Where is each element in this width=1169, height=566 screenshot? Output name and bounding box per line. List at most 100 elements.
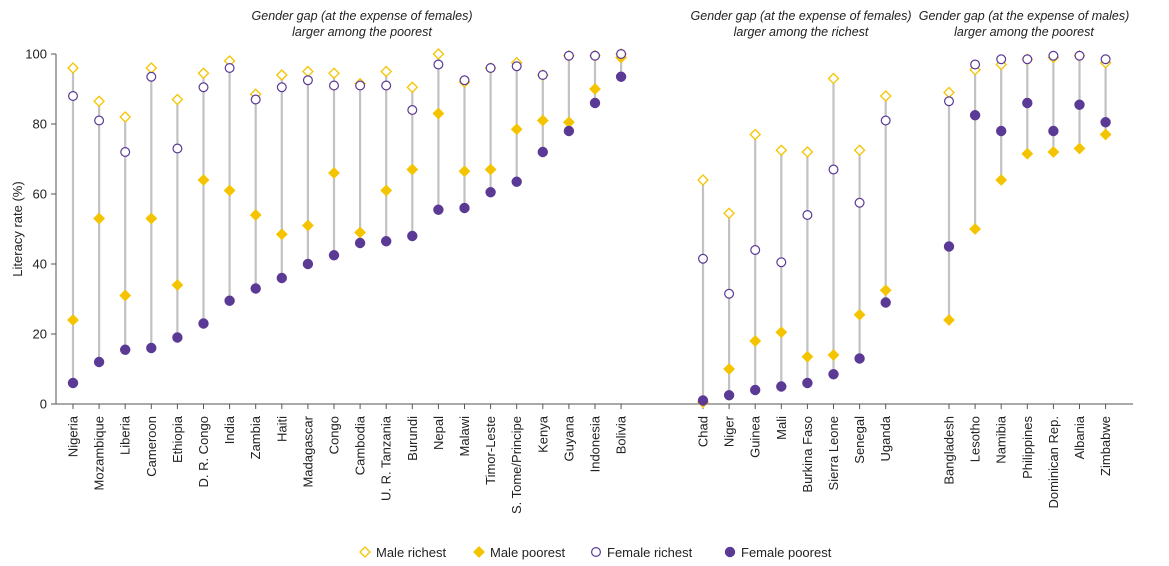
point-male-richest: [119, 111, 132, 123]
point-female-poorest: [776, 381, 787, 392]
point-male-poorest: [197, 174, 210, 186]
group-note-line: Gender gap (at the expense of females): [252, 9, 473, 23]
point-female-richest: [355, 80, 366, 91]
point-female-richest: [996, 54, 1007, 65]
point-female-richest: [120, 147, 131, 158]
point-male-poorest: [458, 165, 471, 178]
group-note-line: Gender gap (at the expense of females): [691, 9, 912, 23]
country-label: Nigeria: [66, 415, 81, 457]
point-female-richest: [563, 50, 574, 61]
y-tick-label: 40: [33, 257, 47, 272]
y-tick-label: 60: [33, 187, 47, 202]
group-note-line: larger among the richest: [734, 25, 869, 39]
point-female-poorest: [723, 390, 735, 401]
range-lines: [71, 54, 1107, 403]
point-male-poorest: [827, 349, 840, 361]
country-label: Kenya: [535, 415, 550, 453]
point-female-poorest: [750, 384, 761, 396]
point-male-richest: [723, 207, 736, 220]
point-male-poorest: [145, 212, 158, 225]
point-male-richest: [432, 48, 445, 60]
country-label: Nepal: [431, 416, 446, 450]
group-note-line: Gender gap (at the expense of males): [919, 9, 1130, 23]
country-label: Liberia: [118, 415, 133, 455]
point-male-richest: [853, 144, 866, 157]
point-male-poorest: [380, 184, 393, 197]
country-label: Philippines: [1020, 416, 1035, 479]
point-male-richest: [197, 67, 210, 80]
point-female-poorest: [146, 342, 157, 354]
group-note-line: larger among the poorest: [954, 25, 1094, 39]
point-female-richest: [1048, 50, 1059, 61]
point-female-poorest: [1074, 99, 1085, 110]
point-male-poorest: [93, 212, 106, 225]
point-female-richest: [459, 75, 470, 86]
country-label: Guyana: [561, 415, 576, 461]
country-label: Cambodia: [353, 415, 368, 475]
point-female-richest: [1074, 50, 1085, 61]
point-female-richest: [880, 115, 891, 126]
legend-marker-male-richest: [359, 546, 371, 558]
country-label: Cameroon: [144, 416, 159, 477]
point-female-richest: [94, 115, 105, 126]
country-label: India: [222, 415, 237, 444]
point-female-richest: [198, 82, 209, 93]
point-male-richest: [145, 62, 158, 74]
point-female-poorest: [407, 230, 418, 242]
point-female-richest: [250, 94, 261, 105]
country-label: Zambia: [248, 415, 263, 459]
point-female-poorest: [880, 297, 891, 308]
country-label: Lesotho: [968, 416, 983, 462]
country-label: Niger: [722, 415, 737, 447]
point-female-poorest: [589, 97, 601, 109]
axes: 0 20 40 60 80 100: [25, 47, 1133, 412]
point-female-richest: [381, 80, 392, 91]
point-female-poorest: [93, 356, 105, 368]
point-female-richest: [1100, 54, 1111, 65]
point-male-poorest: [879, 284, 892, 297]
point-male-richest: [775, 144, 788, 157]
point-male-poorest: [484, 163, 497, 176]
point-female-richest: [146, 71, 157, 82]
point-female-poorest: [354, 237, 366, 249]
country-label: Ethiopia: [170, 415, 185, 463]
point-male-poorest: [171, 279, 184, 291]
point-female-richest: [433, 59, 444, 70]
point-female-poorest: [563, 125, 575, 137]
point-female-richest: [589, 50, 600, 61]
country-label: Mozambique: [92, 416, 107, 490]
point-male-poorest: [1099, 128, 1112, 141]
point-female-poorest: [1048, 125, 1059, 137]
legend-marker-male-poorest: [473, 546, 485, 558]
country-label: Malawi: [457, 416, 472, 457]
point-male-richest: [801, 146, 814, 158]
point-male-poorest: [249, 209, 262, 221]
point-female-poorest: [224, 295, 235, 306]
point-female-poorest: [969, 110, 981, 121]
point-female-poorest: [302, 258, 314, 270]
point-male-richest: [171, 93, 184, 106]
point-female-richest: [224, 62, 235, 73]
legend: Male richest Male poorest Female richest Fe…: [359, 545, 832, 560]
y-axis-title: Literacy rate (%): [10, 181, 25, 276]
point-male-poorest: [275, 228, 288, 241]
point-female-poorest: [276, 272, 287, 284]
point-female-poorest: [697, 395, 709, 406]
point-male-richest: [380, 65, 393, 78]
point-female-poorest: [433, 204, 444, 215]
country-label: Bolivia: [614, 415, 629, 454]
y-tick-label: 100: [25, 47, 47, 62]
point-female-poorest: [459, 202, 470, 214]
country-label: Dominican Rep.: [1046, 416, 1061, 509]
point-female-richest: [776, 257, 787, 268]
country-label: Chad: [696, 416, 711, 447]
point-female-richest: [67, 90, 78, 101]
point-male-richest: [697, 174, 709, 186]
point-female-richest: [537, 69, 548, 80]
point-male-poorest: [1047, 146, 1060, 158]
point-male-poorest: [723, 363, 736, 375]
point-male-richest: [67, 62, 79, 74]
point-male-poorest: [995, 174, 1008, 186]
point-male-richest: [879, 90, 892, 102]
